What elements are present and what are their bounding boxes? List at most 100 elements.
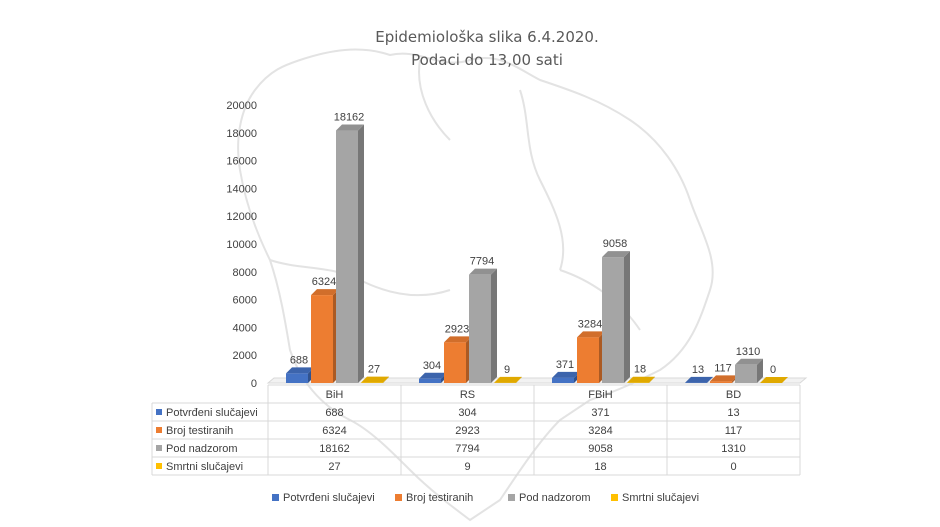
table-cell: 13 <box>727 407 739 419</box>
bar-data-label: 18 <box>634 364 646 376</box>
bar-data-label: 9 <box>504 364 510 376</box>
y-tick-label: 2000 <box>233 350 257 362</box>
x-category-label: FBiH <box>588 389 613 401</box>
legend-label: Broj testiranih <box>406 492 473 504</box>
bar-side <box>707 376 713 383</box>
bar <box>577 331 605 383</box>
legend: Potvrđeni slučajevi Broj testiranih Pod na… <box>272 492 699 504</box>
y-tick-label: 12000 <box>226 211 257 223</box>
bar <box>311 289 339 383</box>
bar-front <box>311 295 333 383</box>
legend-label: Potvrđeni slučajevi <box>283 492 375 504</box>
bar <box>494 376 522 383</box>
table-row-swatch <box>156 409 162 415</box>
chart-title: Epidemiološka slika 6.4.2020. <box>375 28 599 46</box>
plot-area: 0 2000 4000 6000 8000 10000 12000 14000 16000 180… <box>226 100 808 390</box>
bar-data-label: 27 <box>368 364 380 376</box>
table-row-header: Potvrđeni slučajevi <box>166 407 258 419</box>
bar-front <box>710 381 732 383</box>
y-tick-label: 14000 <box>226 183 257 195</box>
table-cell: 371 <box>591 407 609 419</box>
bar-side <box>358 124 364 383</box>
bar-data-label: 18162 <box>334 112 365 124</box>
table-row-header: Smrtni slučajevi <box>166 461 243 473</box>
bar-data-label: 6324 <box>312 276 336 288</box>
bar-data-label: 13 <box>692 364 704 376</box>
table-row-header: Broj testiranih <box>166 425 233 437</box>
table-cell: 2923 <box>455 425 479 437</box>
bar-front <box>602 257 624 383</box>
bar-top <box>286 367 314 374</box>
bar-top <box>710 375 738 382</box>
table-row-swatch <box>156 427 162 433</box>
bar-data-label: 688 <box>290 354 308 366</box>
table-cell: 18162 <box>319 443 350 455</box>
y-tick-label: 18000 <box>226 128 257 140</box>
bar-side <box>624 251 630 383</box>
legend-label: Pod nadzorom <box>519 492 591 504</box>
table-cell: 3284 <box>588 425 612 437</box>
bar-top <box>577 331 605 338</box>
legend-swatch <box>508 494 515 501</box>
bar-data-label: 9058 <box>603 238 627 250</box>
y-tick-label: 20000 <box>226 100 257 112</box>
bar-top <box>735 358 763 365</box>
table-cell: 9058 <box>588 443 612 455</box>
bar <box>685 376 713 383</box>
bar <box>286 367 314 383</box>
y-tick-label: 6000 <box>233 295 257 307</box>
bar-data-label: 3284 <box>578 318 602 330</box>
bar-top <box>552 371 580 378</box>
bar-data-label: 1310 <box>736 346 760 358</box>
bar-top <box>602 251 630 258</box>
bar <box>444 336 472 383</box>
bar-front <box>419 378 441 383</box>
bar-front <box>469 274 491 383</box>
legend-swatch <box>272 494 279 501</box>
bar-data-label: 371 <box>556 359 574 371</box>
bar-front <box>735 364 757 383</box>
bar <box>469 268 497 383</box>
bar-data-label: 0 <box>770 364 776 376</box>
x-category-label: BiH <box>326 389 344 401</box>
bar-top <box>336 124 364 131</box>
legend-label: Smrtni slučajevi <box>622 492 699 504</box>
bar-side <box>757 358 763 383</box>
y-tick-label: 16000 <box>226 156 257 168</box>
chart-subtitle: Podaci do 13,00 sati <box>411 51 563 69</box>
bar <box>760 377 788 384</box>
legend-swatch <box>611 494 618 501</box>
bar-side <box>649 376 655 383</box>
bar-side <box>383 376 389 383</box>
y-tick-label: 10000 <box>226 239 257 251</box>
bar-top <box>419 372 447 379</box>
table-row-header: Pod nadzorom <box>166 443 238 455</box>
y-tick-label: 8000 <box>233 267 257 279</box>
bar-data-label: 2923 <box>445 323 469 335</box>
bar <box>361 376 389 383</box>
bar-data-label: 7794 <box>470 256 494 268</box>
bar-front <box>577 337 599 383</box>
bar-front <box>444 342 466 383</box>
bar-top <box>494 376 522 383</box>
bar-front <box>336 130 358 383</box>
table-row-swatch <box>156 463 162 469</box>
bar-side <box>491 268 497 383</box>
table-cell: 18 <box>594 461 606 473</box>
bar-top <box>760 377 788 383</box>
table-row-swatch <box>156 445 162 451</box>
table-cell: 7794 <box>455 443 479 455</box>
bar-top <box>311 289 339 296</box>
bar-top <box>685 376 713 383</box>
bar-top <box>361 376 389 383</box>
table-cell: 304 <box>458 407 476 419</box>
table-cell: 688 <box>325 407 343 419</box>
bar <box>602 251 630 383</box>
bar-top <box>627 376 655 383</box>
bar-top <box>469 268 497 275</box>
table-cell: 27 <box>328 461 340 473</box>
y-tick-label: 4000 <box>233 322 257 334</box>
x-category-label: BD <box>726 389 741 401</box>
data-table: BiH RS FBiH BD Potvrđeni slučajevi 688 304 371 1… <box>151 384 801 476</box>
